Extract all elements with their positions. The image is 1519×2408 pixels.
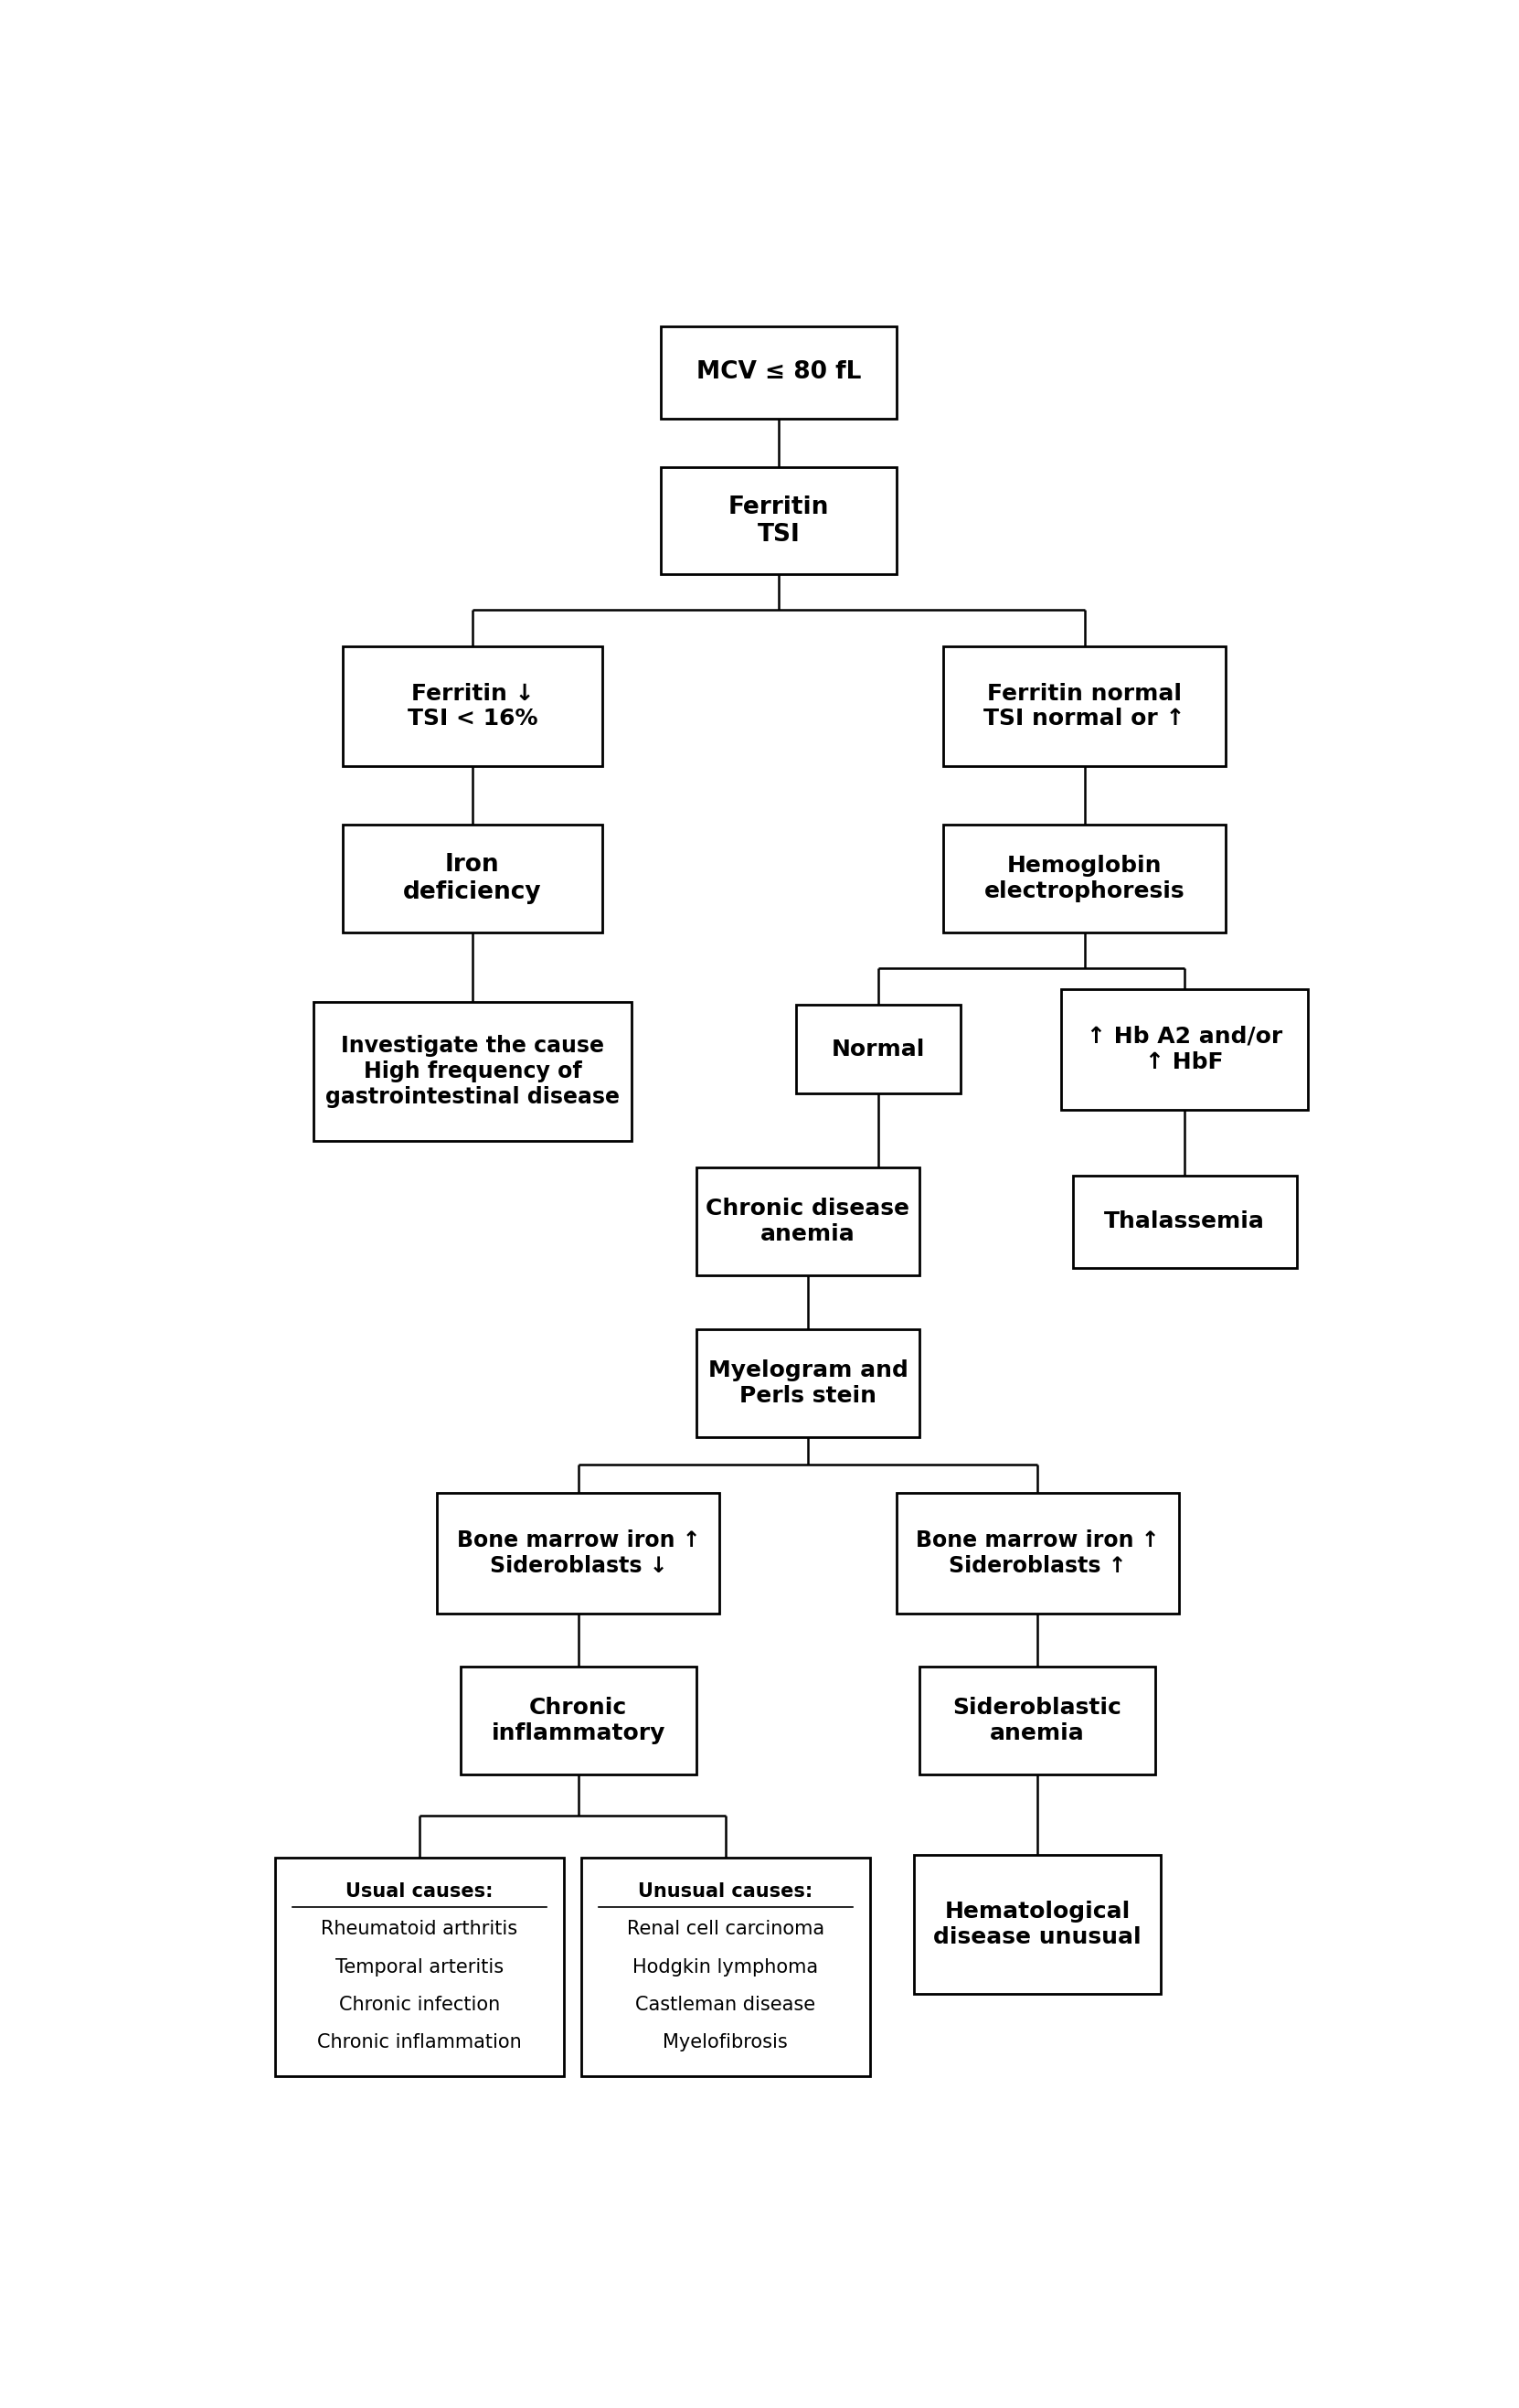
FancyBboxPatch shape: [661, 467, 896, 576]
FancyBboxPatch shape: [696, 1168, 921, 1276]
Text: Hodgkin lymphoma: Hodgkin lymphoma: [633, 1958, 819, 1977]
FancyBboxPatch shape: [696, 1329, 921, 1438]
Text: Ferritin normal
TSI normal or ↑: Ferritin normal TSI normal or ↑: [984, 681, 1185, 730]
FancyBboxPatch shape: [796, 1004, 962, 1093]
Text: Unusual causes:: Unusual causes:: [638, 1883, 813, 1900]
Text: Myelogram and
Perls stein: Myelogram and Perls stein: [708, 1358, 908, 1406]
Text: Ferritin
TSI: Ferritin TSI: [728, 496, 829, 547]
Text: Renal cell carcinoma: Renal cell carcinoma: [627, 1919, 825, 1938]
Text: Usual causes:: Usual causes:: [346, 1883, 494, 1900]
Text: Chronic inflammation: Chronic inflammation: [317, 2032, 521, 2052]
FancyBboxPatch shape: [275, 1857, 564, 2076]
FancyBboxPatch shape: [896, 1493, 1179, 1613]
Text: ↑ Hb A2 and/or
↑ HbF: ↑ Hb A2 and/or ↑ HbF: [1086, 1026, 1282, 1074]
Text: Chronic disease
anemia: Chronic disease anemia: [706, 1197, 910, 1245]
Text: Myelofibrosis: Myelofibrosis: [662, 2032, 788, 2052]
Text: Chronic
inflammatory: Chronic inflammatory: [491, 1698, 665, 1743]
Text: Rheumatoid arthritis: Rheumatoid arthritis: [321, 1919, 518, 1938]
FancyBboxPatch shape: [343, 826, 602, 932]
FancyBboxPatch shape: [943, 826, 1226, 932]
FancyBboxPatch shape: [1072, 1175, 1296, 1269]
FancyBboxPatch shape: [661, 325, 896, 419]
FancyBboxPatch shape: [460, 1666, 696, 1775]
Text: MCV ≤ 80 fL: MCV ≤ 80 fL: [696, 361, 861, 385]
FancyBboxPatch shape: [437, 1493, 720, 1613]
Text: Investigate the cause
High frequency of
gastrointestinal disease: Investigate the cause High frequency of …: [325, 1035, 620, 1108]
FancyBboxPatch shape: [343, 645, 602, 766]
FancyBboxPatch shape: [582, 1857, 870, 2076]
Text: Chronic infection: Chronic infection: [339, 1996, 500, 2013]
Text: Hematological
disease unusual: Hematological disease unusual: [934, 1900, 1141, 1948]
Text: Hemoglobin
electrophoresis: Hemoglobin electrophoresis: [984, 855, 1185, 903]
Text: Bone marrow iron ↑
Sideroblasts ↑: Bone marrow iron ↑ Sideroblasts ↑: [916, 1529, 1159, 1577]
Text: Thalassemia: Thalassemia: [1104, 1211, 1265, 1233]
Text: Temporal arteritis: Temporal arteritis: [336, 1958, 504, 1977]
FancyBboxPatch shape: [914, 1854, 1161, 1994]
Text: Sideroblastic
anemia: Sideroblastic anemia: [952, 1698, 1123, 1743]
FancyBboxPatch shape: [1060, 990, 1308, 1110]
Text: Castleman disease: Castleman disease: [635, 1996, 816, 2013]
FancyBboxPatch shape: [943, 645, 1226, 766]
FancyBboxPatch shape: [313, 1002, 632, 1141]
Text: Iron
deficiency: Iron deficiency: [403, 852, 542, 903]
Text: Ferritin ↓
TSI < 16%: Ferritin ↓ TSI < 16%: [407, 681, 538, 730]
Text: Normal: Normal: [832, 1038, 925, 1060]
FancyBboxPatch shape: [921, 1666, 1156, 1775]
Text: Bone marrow iron ↑
Sideroblasts ↓: Bone marrow iron ↑ Sideroblasts ↓: [457, 1529, 700, 1577]
